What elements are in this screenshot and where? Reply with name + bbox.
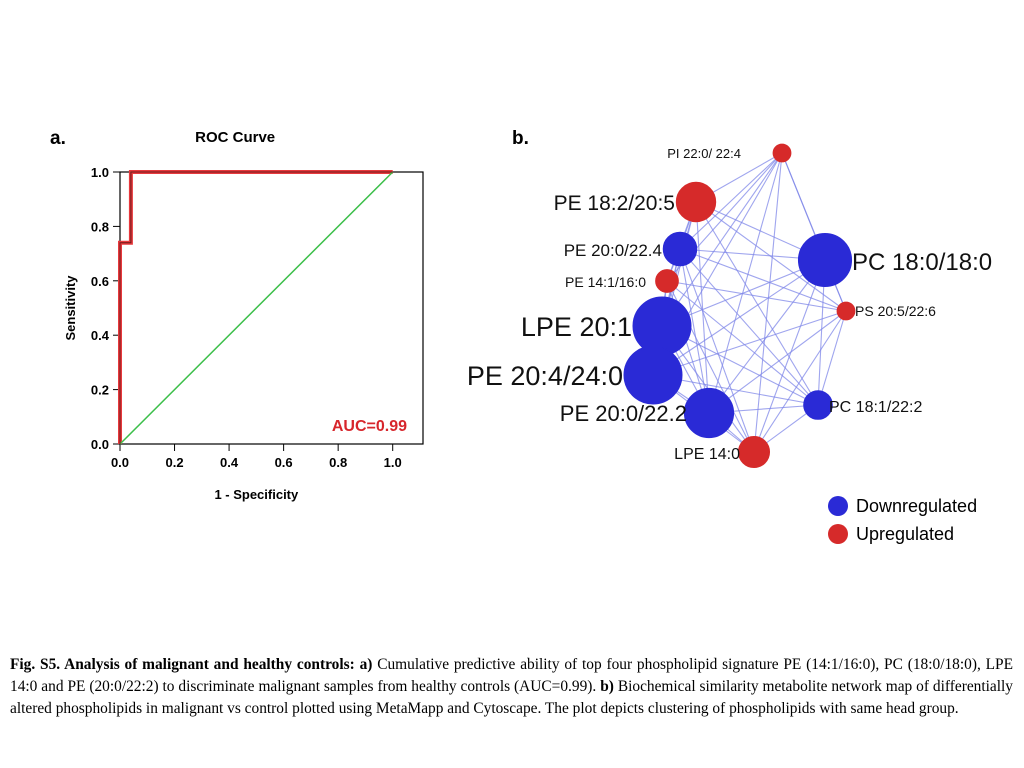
- network-node-label: PE 14:1/16:0: [565, 274, 646, 290]
- network-edge: [753, 259, 826, 453]
- y-tick-label: 0.6: [91, 274, 109, 289]
- network-edge: [753, 310, 847, 453]
- network-node-label: PC 18:1/22:2: [829, 399, 923, 416]
- network-node-label: PS 20:5/22:6: [855, 303, 936, 319]
- network-node: [632, 296, 692, 356]
- legend-label-upregulated: Upregulated: [856, 523, 955, 544]
- network-edge: [708, 259, 826, 414]
- caption-a-text: Cumulative predictive ability of top fou…: [10, 656, 1013, 695]
- network-node-label: PI 22:0/ 22:4: [667, 146, 741, 161]
- network-node: [675, 181, 717, 223]
- x-tick-label: 1.0: [384, 455, 402, 470]
- upregulated-dot-icon: [828, 524, 848, 544]
- auc-annotation: AUC=0.99: [332, 418, 407, 435]
- caption-title: Fig. S5. Analysis of malignant and healt…: [10, 656, 355, 673]
- roc-curve-outline: [119, 171, 393, 444]
- caption-a-marker: a): [359, 656, 373, 673]
- panel-a-label: a.: [50, 128, 66, 149]
- network-node: [662, 231, 698, 267]
- network-node-label: PE 18:2/20:5: [554, 192, 675, 215]
- network-edge: [666, 280, 819, 406]
- network-edge: [652, 310, 847, 376]
- network-node: [836, 301, 856, 321]
- network-node-label: PE 20:0/22.4: [564, 241, 662, 260]
- legend-item-downregulated: Downregulated: [828, 492, 977, 520]
- network-node: [803, 390, 833, 420]
- network-edge: [695, 201, 819, 406]
- network-edge: [753, 152, 783, 453]
- network-node-label: PC 18:0/18:0: [852, 249, 992, 276]
- network-node-label: PE 20:4/24:0: [467, 361, 623, 391]
- network-node: [655, 269, 679, 293]
- network-edge: [679, 152, 783, 250]
- network-edge: [679, 248, 710, 414]
- network-edge: [708, 152, 783, 414]
- y-tick-label: 0.4: [91, 328, 110, 343]
- y-axis-label: Sensitivity: [63, 275, 78, 341]
- plot-frame: [119, 171, 424, 445]
- network-edge: [679, 248, 819, 406]
- network-edge: [661, 152, 783, 327]
- roc-chart: ROC Curve 0.0 0.2 0.4 0.6 0.8 1.0 0.0 0.2 0.4 0.6 0…: [63, 129, 424, 502]
- network-node: [623, 345, 683, 405]
- y-tick-label: 0.0: [91, 437, 109, 452]
- x-tick-label: 0.2: [166, 455, 184, 470]
- legend-item-upregulated: Upregulated: [828, 520, 977, 548]
- x-tick-label: 0.4: [220, 455, 239, 470]
- network-labels: PI 22:0/ 22:4 PE 18:2/20:5 PE 20:0/22.4 PE …: [467, 146, 992, 463]
- metabolite-network: PI 22:0/ 22:4 PE 18:2/20:5 PE 20:0/22.4 PE …: [467, 143, 992, 469]
- network-legend: Downregulated Upregulated: [828, 492, 977, 548]
- network-edge: [817, 310, 847, 406]
- legend-label-downregulated: Downregulated: [856, 495, 978, 516]
- network-node-label: PE 20:0/22.2: [560, 401, 687, 426]
- network-nodes: [623, 143, 856, 469]
- x-tick-label: 0.8: [329, 455, 347, 470]
- network-node: [797, 232, 853, 288]
- network-node: [737, 435, 771, 469]
- panel-b-label: b.: [512, 128, 529, 149]
- network-edge: [652, 259, 826, 376]
- x-axis-label: 1 - Specificity: [214, 487, 299, 502]
- figure-caption: Fig. S5. Analysis of malignant and healt…: [10, 654, 1013, 720]
- x-tick-label: 0.6: [275, 455, 293, 470]
- downregulated-dot-icon: [828, 496, 848, 516]
- network-edge: [695, 201, 710, 414]
- caption-b-text: Biochemical similarity metabolite networ…: [10, 678, 1013, 717]
- network-edge: [708, 310, 847, 414]
- network-node-label: LPE 20:1: [521, 312, 632, 342]
- network-node: [772, 143, 792, 163]
- y-tick-label: 1.0: [91, 165, 109, 180]
- y-tick-label: 0.2: [91, 383, 109, 398]
- network-edge: [679, 248, 847, 312]
- caption-b-marker: b): [600, 678, 614, 695]
- chart-title: ROC Curve: [195, 129, 275, 146]
- network-edge: [695, 201, 847, 312]
- network-edge: [679, 248, 755, 453]
- reference-diagonal-line: [119, 171, 394, 445]
- network-node-label: LPE 14:0: [674, 446, 740, 463]
- network-node: [683, 387, 735, 439]
- y-tick-label: 0.8: [91, 219, 109, 234]
- network-edge: [666, 280, 847, 312]
- x-tick-label: 0.0: [111, 455, 129, 470]
